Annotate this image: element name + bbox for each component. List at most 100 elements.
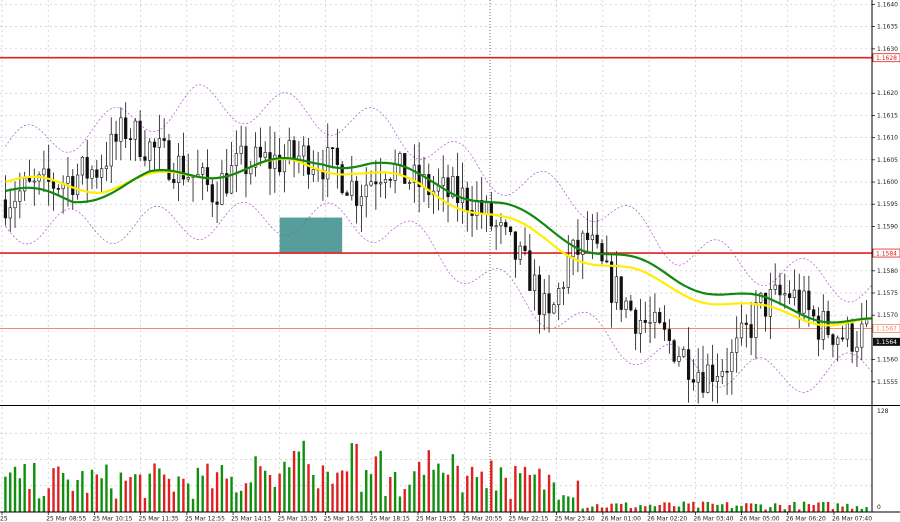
candle-body (302, 145, 306, 157)
volume-bar (187, 483, 190, 512)
volume-bar (538, 468, 541, 512)
volume-bar (749, 503, 753, 512)
volume-bar (264, 470, 267, 512)
candle-body (330, 147, 335, 149)
volume-bar (42, 495, 46, 512)
candle-body (802, 290, 806, 314)
volume-bar (398, 496, 402, 512)
volume-bar (162, 474, 166, 512)
candle-body (836, 337, 840, 345)
candle-body (845, 323, 849, 340)
candle-body (840, 337, 845, 340)
volume-bar (331, 483, 334, 512)
level-badge (872, 53, 900, 63)
volume-bar (239, 490, 243, 512)
candle-body (225, 173, 229, 194)
volume-bar (369, 474, 373, 512)
candle-body (311, 169, 315, 175)
volume-bar (817, 502, 820, 512)
candle-body (42, 168, 46, 176)
price-tick-label: 1.1600 (877, 179, 898, 186)
candle-body (566, 256, 570, 288)
candle-body (273, 154, 277, 169)
volume-bar (350, 443, 354, 512)
time-tick-label: 25 Mar 20:55 (462, 516, 502, 522)
candle-body (662, 322, 667, 330)
volume-bar (297, 451, 301, 512)
volume-bar (721, 504, 724, 512)
volume-bar (518, 473, 522, 512)
candle-body (691, 379, 695, 383)
volume-bar (494, 490, 498, 512)
candle-body (345, 192, 349, 196)
volume-bar (451, 454, 455, 512)
volume-tick-label: 128 (877, 408, 889, 415)
candle-body (412, 164, 416, 183)
volume-bar (37, 498, 41, 512)
candle-body (80, 157, 84, 176)
candle-body (167, 140, 171, 180)
volume-bar (470, 466, 474, 512)
volume-bar (812, 505, 815, 512)
candle-body (484, 202, 489, 215)
candle-body (109, 133, 113, 167)
volume-bar (278, 473, 281, 512)
candle-body (456, 176, 460, 204)
volume-bar (610, 503, 613, 512)
volume-bar (860, 508, 863, 512)
candle-body (460, 187, 465, 204)
volume-bar (466, 475, 469, 512)
price-tick-label: 1.1570 (877, 312, 898, 319)
candle-body (557, 288, 561, 305)
volume-bar (605, 507, 608, 512)
candle-body (18, 190, 22, 202)
candle-body (860, 323, 864, 348)
candle-body (744, 322, 748, 325)
candle-body (128, 138, 133, 140)
volume-bar (249, 482, 252, 512)
time-tick-label: 25 Mar 22:15 (508, 516, 548, 522)
candle-body (369, 181, 373, 186)
candle-body (292, 140, 296, 161)
volume-tick-label: 0 (877, 504, 881, 511)
volume-bar (196, 467, 200, 512)
candle-body (172, 179, 176, 183)
candle-body (783, 293, 787, 296)
candle-body (239, 145, 243, 154)
volume-bar (124, 480, 127, 512)
volume-bar (422, 474, 426, 512)
volume-bar (66, 479, 70, 512)
candle-body (547, 293, 551, 314)
time-tick-label: 25 Mar 19:35 (416, 516, 456, 522)
candle-body (446, 177, 450, 198)
candle-body (788, 293, 792, 298)
volume-bar (701, 501, 705, 512)
volume-bar (624, 502, 628, 512)
current-price-label: 1.1564 (876, 339, 897, 346)
volume-bar (220, 465, 224, 512)
volume-bar (129, 477, 132, 512)
volume-bar (754, 503, 758, 512)
candle-body (792, 289, 797, 298)
candle-body (220, 173, 224, 205)
volume-bar (528, 474, 532, 512)
volume-bar (615, 503, 618, 512)
volume-bar (384, 496, 387, 512)
price-tick-label: 1.1580 (877, 268, 898, 275)
candle-body (66, 176, 70, 184)
candle-body (504, 222, 508, 228)
volume-bar (114, 498, 118, 512)
candle-body (638, 320, 643, 334)
time-tick-label: 25 (0, 516, 8, 522)
candle-body (306, 145, 311, 175)
volume-bar (71, 490, 74, 512)
price-tick-label: 1.1575 (877, 290, 898, 297)
volume-bar (778, 504, 782, 512)
horizontal-levels (0, 56, 872, 330)
candle-body (56, 188, 60, 190)
price-tick-label: 1.1595 (877, 201, 898, 208)
candle-body (749, 324, 753, 338)
candle-body (162, 138, 166, 141)
volume-bar (831, 509, 835, 512)
